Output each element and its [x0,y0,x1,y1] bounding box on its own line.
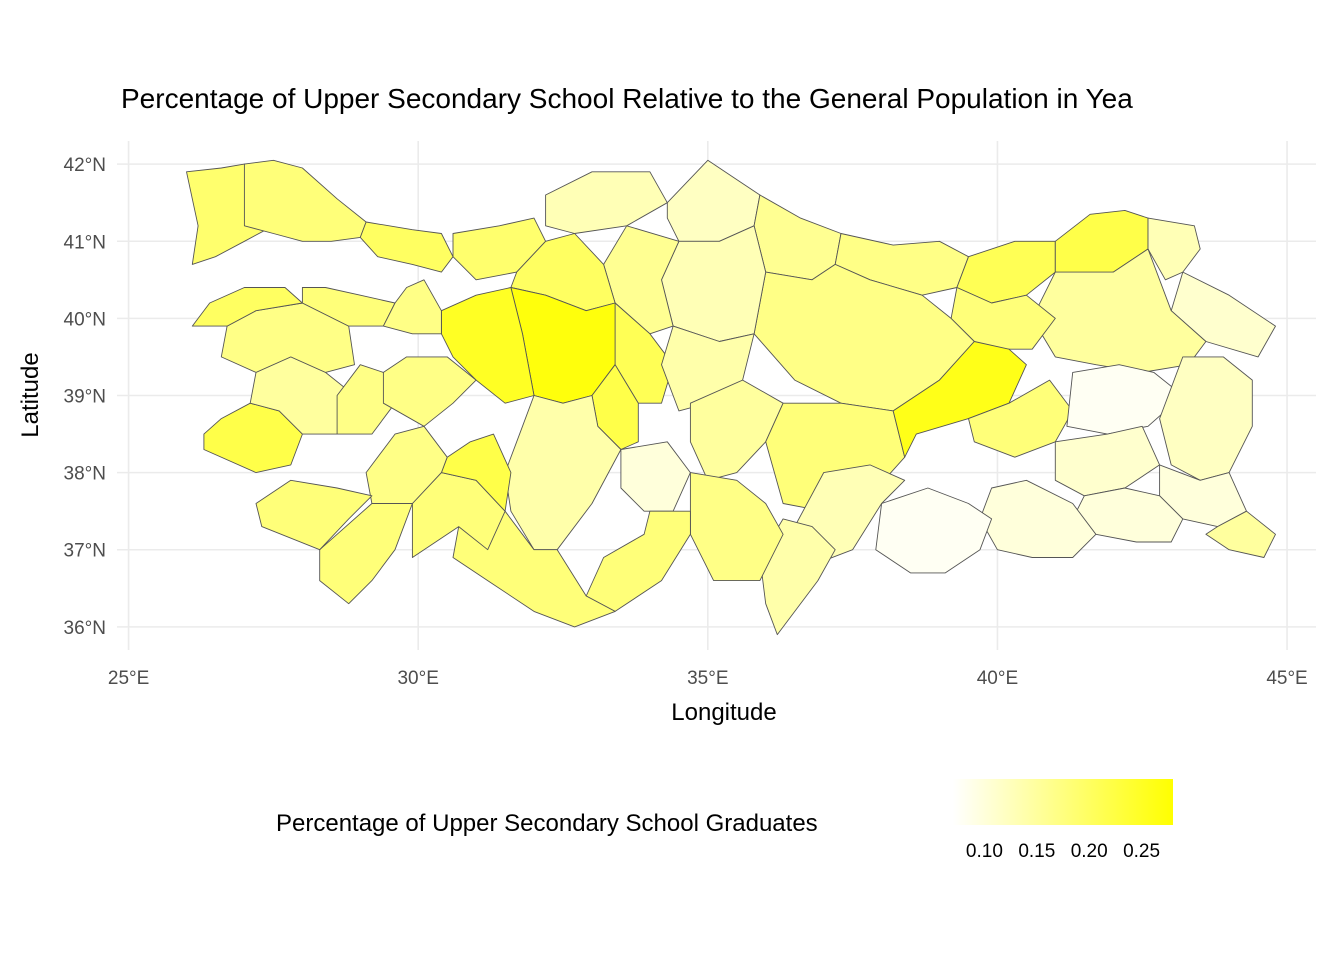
legend-tick-labels: 0.10 0.15 0.20 0.25 [966,841,1160,862]
province-region-47 [255,479,373,551]
province-region-25 [620,441,691,512]
y-axis-title: Latitude [17,352,44,437]
province-region-40 [689,472,784,582]
province-region-31 [1159,356,1253,481]
y-tick-label: 37°N [64,541,106,562]
legend-tick-label: 0.10 [966,841,1003,862]
x-tick-label: 25°E [108,668,149,689]
y-tick-label: 36°N [64,618,106,639]
province-region-53 [191,287,303,327]
legend-colorbar [953,779,1173,825]
y-tick-label: 42°N [64,155,106,176]
x-tick-labels: 25°E 30°E 35°E 40°E 45°E [108,668,1308,689]
x-axis-title: Longitude [671,699,776,726]
province-region-3 [359,221,454,273]
y-tick-label: 40°N [64,309,106,330]
legend-title: Percentage of Upper Secondary School Gra… [276,810,818,837]
y-tick-labels: 36°N 37°N 38°N 39°N 40°N 41°N 42°N [64,155,106,639]
province-region-20 [440,287,535,404]
x-tick-label: 35°E [687,668,728,689]
province-region-2 [243,159,367,242]
province-region-26 [689,379,784,481]
y-tick-label: 39°N [64,387,106,408]
province-region-7 [753,194,842,281]
y-tick-label: 38°N [64,464,106,485]
y-tick-label: 41°N [64,232,106,253]
legend-tick-label: 0.20 [1071,841,1108,862]
legend-tick-label: 0.15 [1018,841,1055,862]
province-region-34 [1205,510,1276,558]
province-region-46 [319,503,413,605]
province-regions [186,159,1276,636]
legend-tick-label: 0.25 [1123,841,1160,862]
province-region-44 [440,433,512,512]
chart-title: Percentage of Upper Secondary School Rel… [121,83,1133,114]
x-tick-label: 40°E [977,668,1018,689]
province-region-54 [301,287,396,327]
province-region-28 [892,341,1027,458]
province-region-45 [365,425,448,504]
province-region-41 [585,510,691,612]
province-region-55 [382,279,442,335]
province-region-29 [968,379,1074,458]
province-region-32 [1054,425,1161,497]
province-region-5 [545,171,668,234]
province-region-51 [382,356,477,427]
x-tick-label: 45°E [1266,668,1307,689]
x-tick-label: 30°E [397,668,438,689]
province-region-37 [875,487,993,574]
province-region-42 [452,510,616,628]
